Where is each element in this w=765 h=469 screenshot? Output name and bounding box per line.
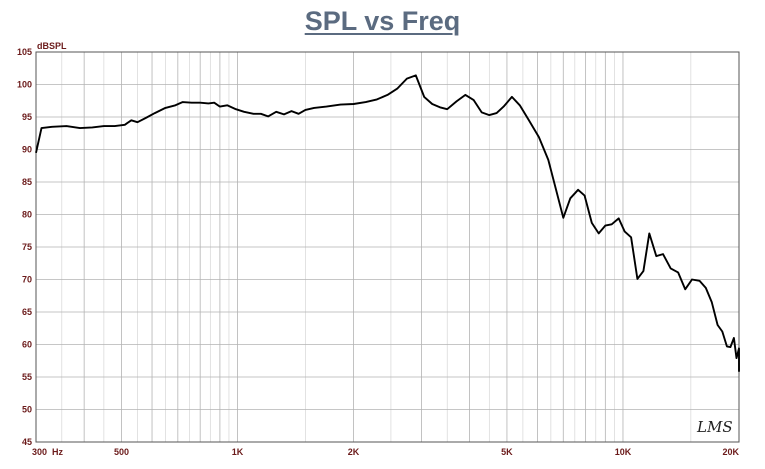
x-tick-label: 2K bbox=[348, 447, 360, 457]
x-tick-label: 300 bbox=[32, 447, 47, 457]
y-tick-label: 90 bbox=[22, 145, 32, 155]
y-tick-label: 65 bbox=[22, 307, 32, 317]
y-axis-unit-label: dBSPL bbox=[37, 41, 67, 51]
x-tick-label: 1K bbox=[232, 447, 244, 457]
x-tick-label: 20K bbox=[722, 447, 739, 457]
lms-watermark-logo: LMS bbox=[696, 418, 733, 436]
y-tick-label: 100 bbox=[17, 80, 32, 90]
grid bbox=[35, 51, 740, 443]
y-tick-label: 75 bbox=[22, 242, 32, 252]
x-tick-label: 10K bbox=[615, 447, 632, 457]
y-tick-label: 80 bbox=[22, 210, 32, 220]
y-tick-label: 85 bbox=[22, 177, 32, 187]
spl-series-line bbox=[35, 74, 740, 372]
y-tick-label: 45 bbox=[22, 437, 32, 447]
chart-title: SPL vs Freq bbox=[304, 6, 461, 36]
y-tick-label: 105 bbox=[17, 47, 32, 57]
y-tick-label: 60 bbox=[22, 340, 32, 350]
y-tick-label: 50 bbox=[22, 405, 32, 415]
y-tick-label: 95 bbox=[22, 112, 32, 122]
y-tick-label: 55 bbox=[22, 372, 32, 382]
x-axis-unit-label: Hz bbox=[52, 447, 63, 457]
plot-frame bbox=[35, 51, 740, 443]
x-tick-label: 5K bbox=[501, 447, 513, 457]
axis-labels: 45 50 55 60 65 70 75 80 85 90 95 100 105 300 500 1K 2K 5K… bbox=[17, 47, 740, 457]
data-layer bbox=[35, 74, 740, 372]
x-tick-label: 500 bbox=[114, 447, 129, 457]
y-tick-label: 70 bbox=[22, 275, 32, 285]
